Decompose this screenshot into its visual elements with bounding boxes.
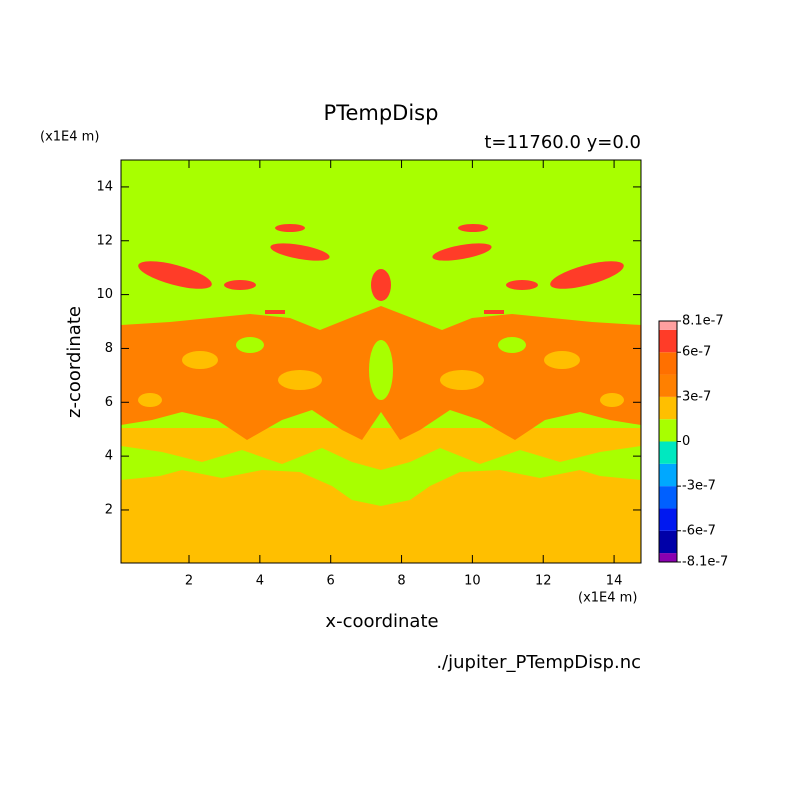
colorbar-bin xyxy=(659,441,677,464)
contour-fill xyxy=(498,337,526,353)
y-unit: (x1E4 m) xyxy=(40,130,99,145)
red-patches xyxy=(138,224,624,314)
contour-fill xyxy=(544,351,580,369)
contour-fill xyxy=(506,280,538,290)
colorbar-bin xyxy=(659,463,677,487)
contour-field xyxy=(121,160,641,563)
colorbar: -8.1e-7 -6e-7 -3e-7 0 3e-7 6e-7 8.1e-7 xyxy=(658,314,728,570)
y-tick-label: 4 xyxy=(105,449,113,464)
contour-fill xyxy=(458,224,488,232)
x-tick-label: 2 xyxy=(185,574,193,589)
y-tick-label: 2 xyxy=(105,502,113,517)
y-tick-label: 12 xyxy=(96,233,113,248)
chart-subtitle: t=11760.0 y=0.0 xyxy=(484,132,641,153)
contour-fill xyxy=(236,337,264,353)
colorbar-tick-label: 8.1e-7 xyxy=(682,314,724,329)
contour-fill xyxy=(182,351,218,369)
contour-fill xyxy=(369,340,393,400)
colorbar-bin xyxy=(659,530,677,554)
contour-fill xyxy=(600,393,624,407)
contour-fill xyxy=(224,280,256,290)
contour-fill xyxy=(432,243,492,261)
contour-fill xyxy=(270,243,330,261)
x-tick-label: 8 xyxy=(397,574,405,589)
x-tick-label: 4 xyxy=(256,574,264,589)
colorbar-tick-label: 3e-7 xyxy=(682,389,711,404)
colorbar-bin xyxy=(659,396,677,420)
source-label: ./jupiter_PTempDisp.nc xyxy=(436,652,641,673)
colorbar-tick-label: -8.1e-7 xyxy=(682,555,728,570)
contour-fill xyxy=(371,269,391,301)
colorbar-bin xyxy=(659,352,677,375)
colorbar-bin xyxy=(659,419,677,442)
colorbar-bin xyxy=(659,321,677,330)
contour-fill xyxy=(121,428,641,470)
x-tick-label: 10 xyxy=(464,574,481,589)
colorbar-tick-label: -6e-7 xyxy=(682,523,716,538)
x-unit: (x1E4 m) xyxy=(578,591,637,606)
x-tick-label: 14 xyxy=(606,574,623,589)
y-tick-label: 14 xyxy=(96,179,113,194)
y-tick-label: 6 xyxy=(105,395,113,410)
colorbar-bin xyxy=(659,486,677,509)
contour-fill xyxy=(265,310,285,314)
y-axis-label: z-coordinate xyxy=(64,306,85,418)
inner-patches xyxy=(138,337,624,407)
colorbar-tick-label: 0 xyxy=(682,434,690,449)
chart-title: PTempDisp xyxy=(324,101,439,125)
contour-fill xyxy=(138,393,162,407)
plot-frame xyxy=(120,159,642,564)
x-axis-label: x-coordinate xyxy=(325,611,438,632)
contour-fill xyxy=(550,261,624,289)
contour-fill xyxy=(440,370,484,390)
colorbar-tick-label: 6e-7 xyxy=(682,345,711,360)
y-tick-label: 8 xyxy=(105,341,113,356)
y-tick-label: 10 xyxy=(96,287,113,302)
contour-fill xyxy=(484,310,504,314)
x-tick-label: 12 xyxy=(535,574,552,589)
contour-fill xyxy=(138,261,212,289)
colorbar-bin xyxy=(659,374,677,397)
colorbar-bin xyxy=(659,553,677,562)
x-tick-label: 6 xyxy=(327,574,335,589)
contour-fill xyxy=(275,224,305,232)
colorbar-tick-label: -3e-7 xyxy=(682,479,716,494)
colorbar-bin xyxy=(659,329,677,353)
colorbar-bin xyxy=(659,508,677,531)
contour-fill xyxy=(278,370,322,390)
